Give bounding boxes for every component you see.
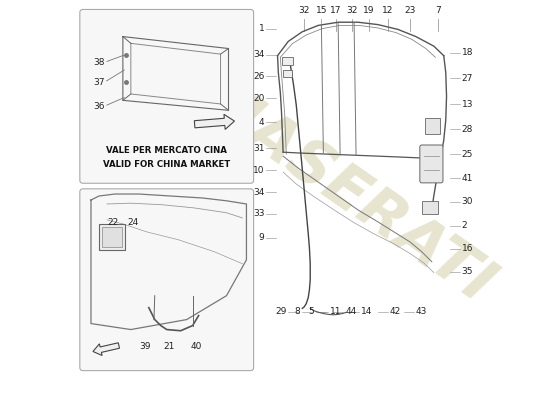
- Text: 22: 22: [107, 218, 119, 227]
- Text: 27: 27: [461, 74, 473, 83]
- Text: 16: 16: [461, 244, 473, 253]
- Text: 29: 29: [275, 307, 287, 316]
- Bar: [282, 57, 294, 65]
- Text: 8: 8: [294, 307, 300, 316]
- FancyBboxPatch shape: [420, 145, 443, 183]
- Text: VALID FOR CHINA MARKET: VALID FOR CHINA MARKET: [103, 160, 230, 169]
- Text: 33: 33: [253, 210, 265, 218]
- Text: 15: 15: [316, 6, 327, 15]
- FancyBboxPatch shape: [80, 10, 254, 183]
- Text: 14: 14: [361, 307, 372, 316]
- Text: 34: 34: [253, 188, 265, 196]
- Text: 13: 13: [461, 100, 473, 109]
- Text: 24: 24: [127, 218, 139, 227]
- FancyArrow shape: [194, 114, 234, 130]
- Text: 4: 4: [258, 118, 265, 127]
- Text: 44: 44: [345, 307, 356, 316]
- Bar: [425, 118, 440, 134]
- Text: 7: 7: [435, 6, 441, 15]
- Bar: [422, 201, 438, 214]
- Text: MASERATI: MASERATI: [187, 68, 505, 316]
- Bar: [99, 224, 125, 250]
- FancyBboxPatch shape: [80, 189, 254, 371]
- Text: 30: 30: [461, 198, 473, 206]
- Text: 26: 26: [253, 72, 265, 81]
- Text: 20: 20: [253, 94, 265, 103]
- Text: 10: 10: [253, 166, 265, 175]
- Text: 11: 11: [330, 307, 342, 316]
- Text: 41: 41: [461, 174, 473, 182]
- Text: 12: 12: [382, 6, 394, 15]
- Text: 32: 32: [346, 6, 358, 15]
- Text: 5: 5: [309, 307, 314, 316]
- Text: 19: 19: [363, 6, 375, 15]
- Text: VALE PER MERCATO CINA: VALE PER MERCATO CINA: [106, 146, 227, 155]
- Text: 43: 43: [416, 307, 427, 316]
- Text: 42: 42: [390, 307, 401, 316]
- Text: 35: 35: [461, 267, 473, 276]
- Bar: [102, 227, 122, 247]
- Text: 40: 40: [191, 342, 202, 350]
- Text: 39: 39: [139, 342, 151, 350]
- Text: 31: 31: [253, 144, 265, 153]
- Text: 17: 17: [331, 6, 342, 15]
- Text: 23: 23: [404, 6, 416, 15]
- Text: 1: 1: [258, 24, 265, 33]
- Text: 32: 32: [299, 6, 310, 15]
- Bar: [283, 70, 292, 77]
- Text: 2: 2: [461, 222, 468, 230]
- Text: 9: 9: [258, 233, 265, 242]
- Text: 28: 28: [461, 124, 473, 134]
- Text: 18: 18: [461, 48, 473, 57]
- FancyArrow shape: [93, 343, 119, 356]
- Text: 38: 38: [93, 58, 104, 67]
- Text: 21: 21: [163, 342, 174, 350]
- Text: 37: 37: [93, 78, 104, 87]
- Text: 25: 25: [461, 150, 473, 159]
- Text: 34: 34: [253, 50, 265, 59]
- Text: 36: 36: [93, 102, 104, 111]
